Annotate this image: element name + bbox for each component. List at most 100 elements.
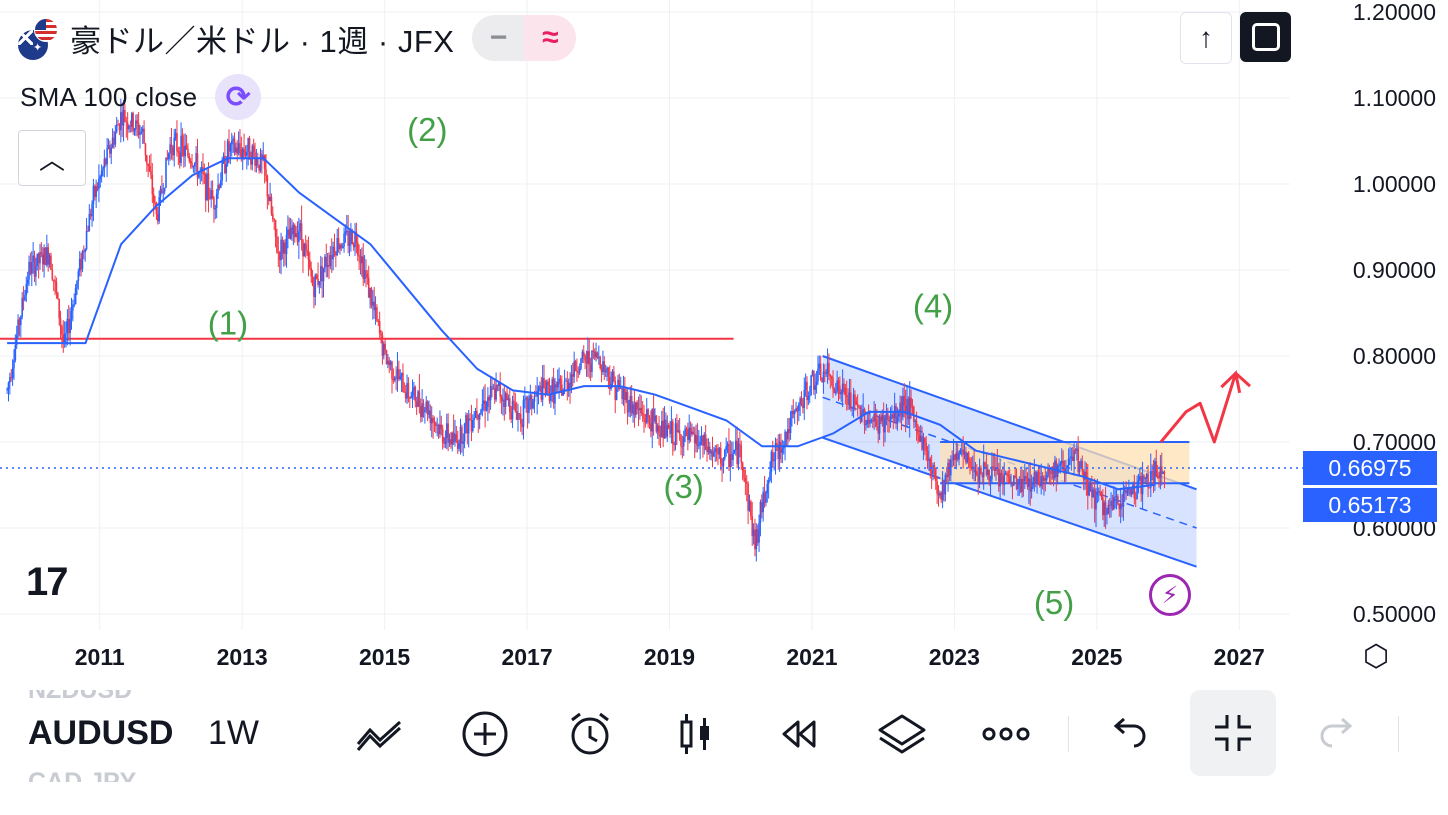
candle-body	[708, 446, 711, 454]
price-tick-label: 1.00000	[1353, 171, 1436, 197]
candle-body	[1103, 502, 1106, 516]
projection-arrow[interactable]	[1159, 370, 1252, 444]
candle-body	[762, 491, 764, 513]
candle-body	[581, 351, 584, 359]
exit-fullscreen-icon[interactable]	[1190, 690, 1276, 776]
candle-body	[933, 465, 936, 468]
candle-body	[521, 423, 523, 428]
indicator-legend[interactable]: SMA 100 close ⟳	[20, 74, 262, 120]
more-icon[interactable]	[978, 710, 1034, 758]
candle-body	[130, 113, 133, 127]
candle-body	[517, 413, 519, 420]
candle-body	[944, 474, 947, 495]
candle-body	[318, 281, 321, 285]
candle-body	[604, 370, 607, 373]
candle-body	[51, 270, 54, 280]
candle-body	[1134, 498, 1137, 500]
candle-body	[1160, 466, 1163, 474]
candle-body	[29, 261, 32, 274]
candle-body	[851, 407, 854, 409]
candle-body	[322, 267, 325, 282]
minus-icon[interactable]: −	[472, 15, 525, 61]
candle-body	[752, 529, 755, 537]
candle-body	[567, 382, 570, 392]
candle-body	[632, 404, 634, 414]
time-axis[interactable]: 2011 2013 2015 2017 2019 2021 2023 2025 2027	[75, 644, 1265, 670]
candle-body	[487, 397, 489, 407]
symbol-prev[interactable]: NZDUSD	[28, 690, 132, 700]
candle-body	[547, 381, 549, 385]
candle-body	[651, 408, 654, 432]
candle-body	[758, 522, 760, 543]
candle-body	[1126, 490, 1129, 494]
fullscreen-button[interactable]	[1240, 12, 1291, 62]
layers-icon[interactable]	[874, 710, 930, 758]
symbol-next[interactable]: CAD JPY	[28, 768, 137, 782]
symbol-selector[interactable]: AUDUSD	[28, 714, 174, 752]
candle-body	[802, 405, 804, 408]
candle-body	[556, 381, 559, 388]
candle-body	[136, 120, 139, 124]
price-mode-toggle[interactable]: − ≈	[472, 15, 577, 61]
price-axis[interactable]: 1.20000 1.10000 1.00000 0.90000 0.80000 0.700…	[1353, 0, 1436, 627]
candle-body	[404, 392, 407, 399]
candle-body	[256, 157, 259, 165]
projection-arrowhead	[1220, 370, 1242, 394]
candle-body	[634, 402, 637, 415]
candle-body	[419, 406, 422, 417]
candle-body	[237, 143, 240, 154]
hexagon-settings-icon[interactable]: ⬡	[1362, 639, 1390, 673]
candle-body	[703, 434, 706, 446]
candle-body	[93, 185, 96, 198]
candle-body	[539, 385, 541, 388]
drawing-tools-icon[interactable]	[352, 710, 408, 758]
candle-body	[569, 382, 571, 388]
candle-body	[330, 255, 333, 260]
candle-body	[526, 397, 529, 413]
candle-body	[1070, 456, 1073, 458]
replay-icon[interactable]	[770, 710, 826, 758]
symbol-title[interactable]: 豪ドル／米ドル · 1週 · JFX	[70, 23, 455, 59]
candle-body	[100, 170, 103, 177]
candle-body	[52, 279, 55, 281]
candle-body	[1023, 476, 1026, 482]
candle-body	[337, 238, 340, 250]
alarm-icon[interactable]	[562, 710, 618, 758]
lightning-icon[interactable]: ⚡	[1149, 574, 1191, 616]
timeframe-selector[interactable]: 1W	[208, 714, 259, 752]
year-tick-label: 2017	[501, 644, 552, 670]
candle-body	[741, 462, 744, 471]
candle-body	[551, 379, 554, 395]
redo-icon[interactable]	[1310, 710, 1366, 758]
candle-body	[748, 501, 751, 511]
arrow-up-button[interactable]: ↑	[1180, 12, 1232, 64]
candle-body	[1078, 467, 1081, 473]
candle-body	[409, 397, 411, 399]
candle-body	[532, 401, 534, 409]
undo-icon[interactable]	[1100, 710, 1156, 758]
candle-body	[284, 242, 286, 255]
refresh-icon[interactable]: ⟳	[215, 74, 262, 120]
candle-body	[997, 468, 1000, 487]
candle-body	[799, 398, 801, 405]
candle-body	[956, 452, 959, 460]
candle-body	[174, 133, 177, 138]
approx-icon[interactable]: ≈	[524, 15, 577, 61]
candlestick-icon[interactable]	[667, 710, 723, 758]
candle-body	[272, 213, 274, 220]
candle-body	[574, 361, 577, 371]
candle-body	[1008, 476, 1011, 484]
price-chart[interactable]: (1) (2) (3) (4) (5) 1.20000 1.10000 1.00000 0.9…	[0, 0, 1448, 690]
indicator-label[interactable]: SMA 100 close	[20, 81, 198, 112]
candle-body	[350, 230, 352, 244]
collapse-legend-button[interactable]: ︿	[18, 130, 86, 186]
wave-labels[interactable]: (1) (2) (3) (4) (5)	[208, 111, 1075, 621]
candle-body	[144, 143, 147, 156]
add-icon[interactable]	[457, 710, 513, 758]
candle-body	[862, 409, 864, 413]
candle-body	[196, 153, 199, 178]
candle-body	[680, 434, 682, 447]
candle-body	[1118, 503, 1121, 510]
candle-body	[966, 452, 969, 463]
candle-body	[1137, 480, 1140, 485]
